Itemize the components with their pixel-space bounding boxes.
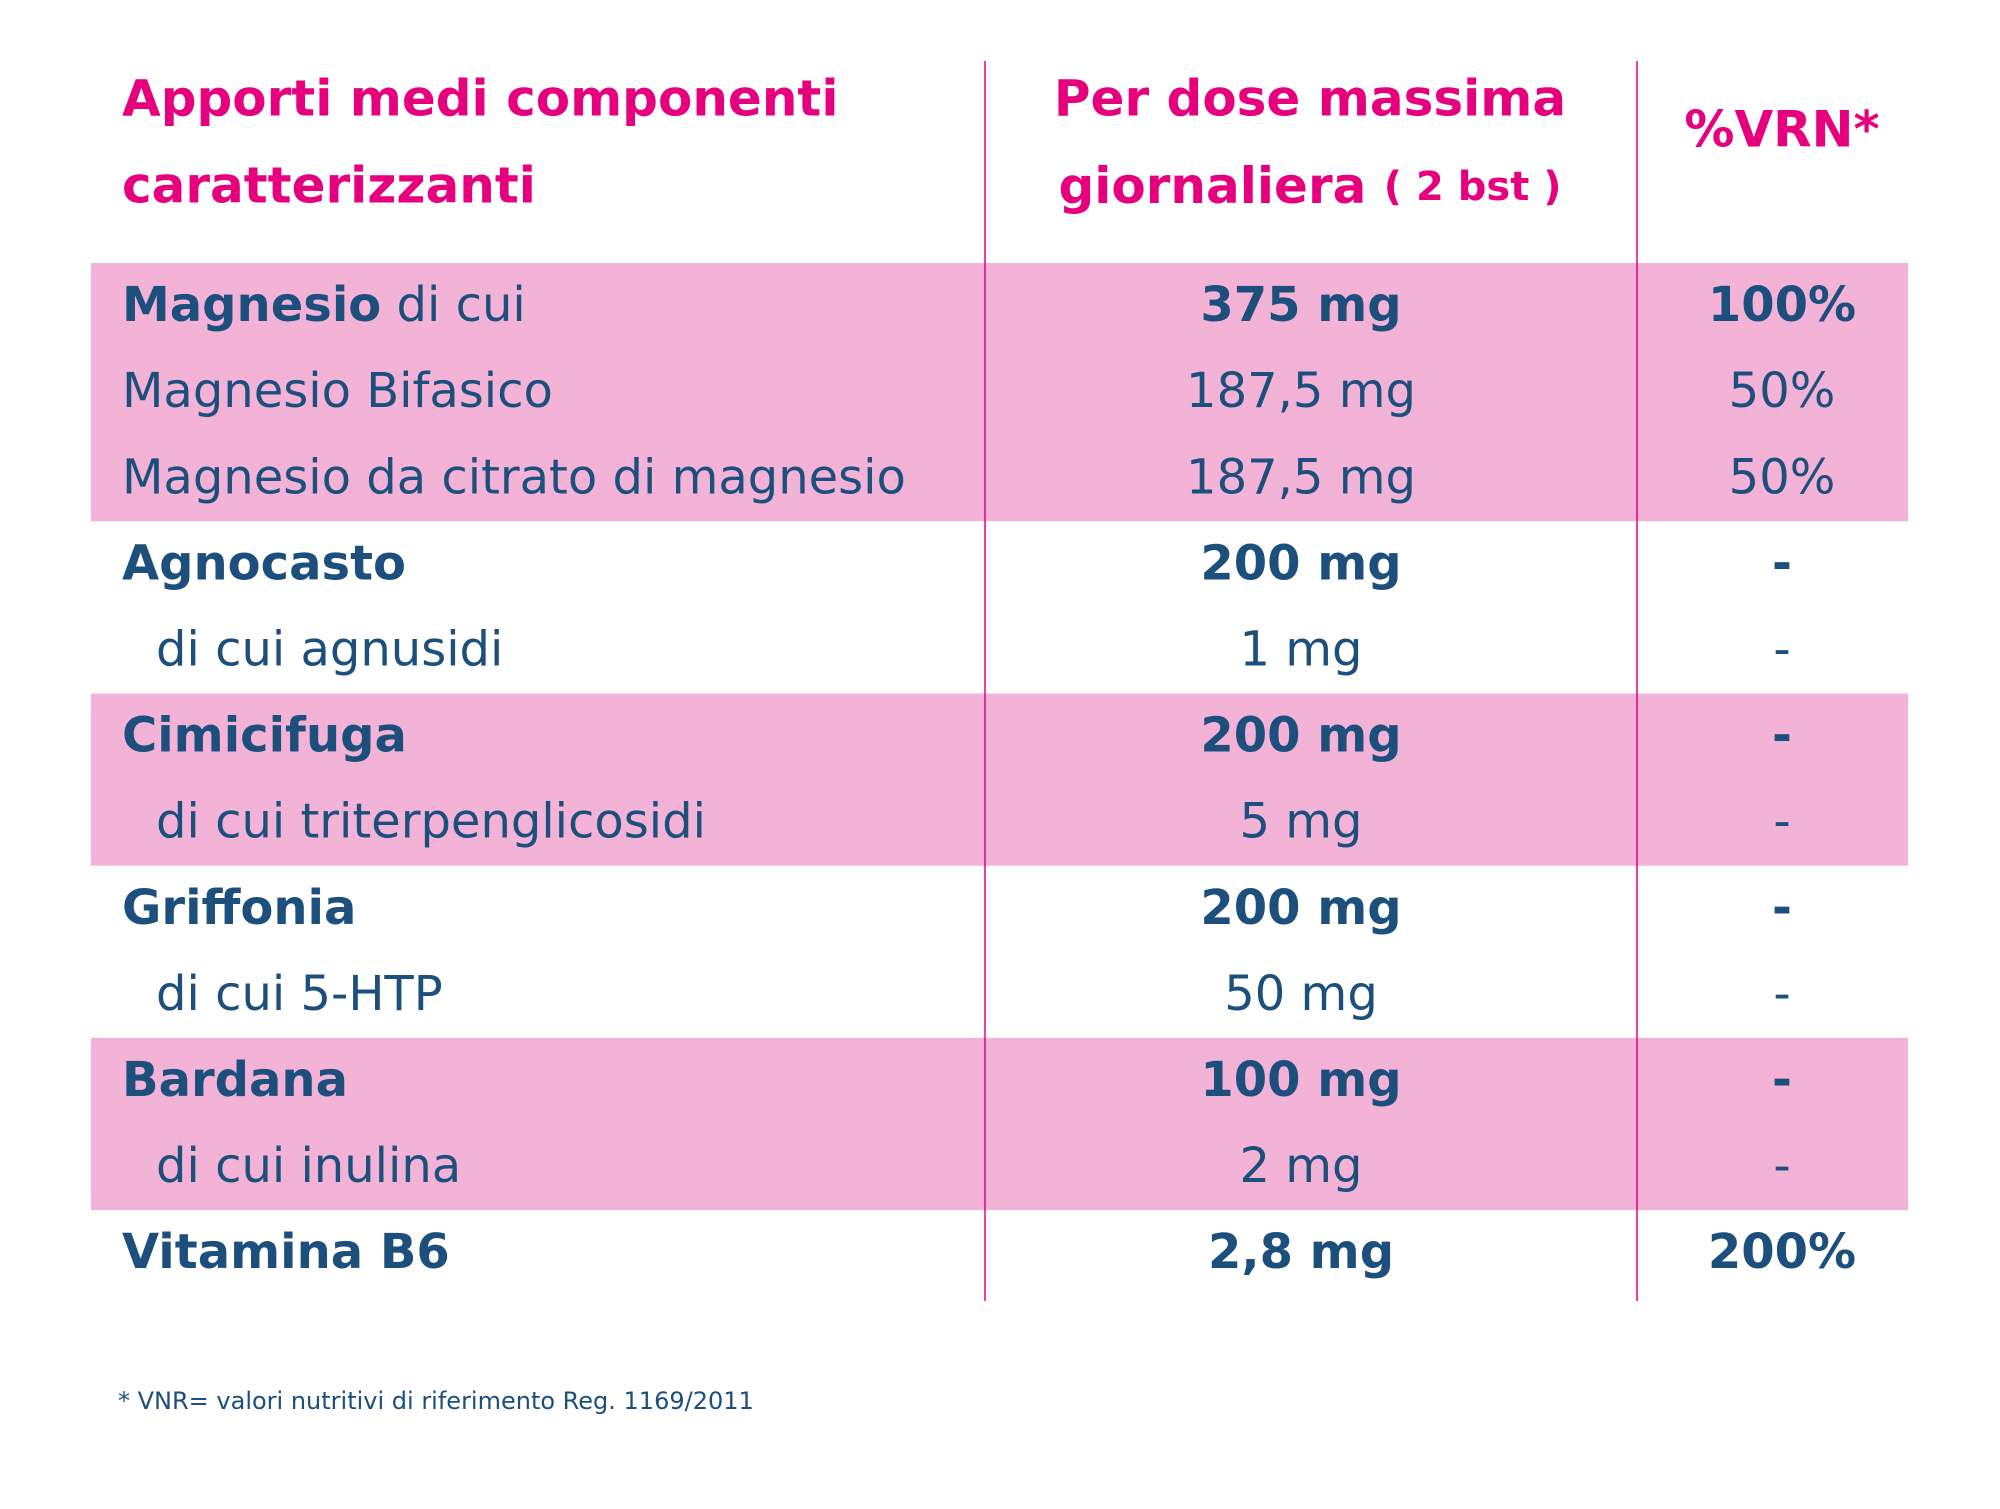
header-col3: %VRN*	[1684, 101, 1879, 159]
header-col1: caratterizzanti	[122, 157, 536, 215]
header-col2: giornaliera	[1058, 157, 1366, 215]
sub-component-name: di cui inulina	[156, 1138, 461, 1194]
sub-vrn: -	[1773, 1138, 1790, 1194]
component-suffix: di cui	[397, 277, 526, 333]
row-band	[91, 263, 1908, 522]
sub-component-name: di cui agnusidi	[156, 621, 503, 677]
component-name: Griffonia	[122, 880, 356, 936]
component-name: Cimicifuga	[122, 708, 407, 764]
component-name: Agnocasto	[122, 535, 406, 591]
sub-amount: 187,5 mg	[1186, 363, 1416, 419]
vrn: -	[1772, 880, 1792, 936]
component-name: Cimicifuga	[122, 708, 407, 764]
footnote: * VNR= valori nutritivi di riferimento R…	[118, 1387, 754, 1415]
header-col2: Per dose massima	[1054, 70, 1566, 128]
sub-amount: 2 mg	[1239, 1138, 1362, 1194]
amount: 2,8 mg	[1208, 1224, 1394, 1280]
amount: 200 mg	[1200, 535, 1401, 591]
sub-vrn: -	[1773, 966, 1790, 1022]
vrn: -	[1772, 708, 1792, 764]
sub-amount: 187,5 mg	[1186, 449, 1416, 505]
row-band	[91, 693, 1908, 866]
vrn: -	[1772, 535, 1792, 591]
sub-amount: 50 mg	[1224, 966, 1378, 1022]
row-band	[91, 1037, 1908, 1211]
component-name: Agnocasto	[122, 535, 406, 591]
component-name: Griffonia	[122, 880, 356, 936]
rows: Magnesio di cui 375 mg 100% Magnesio Bifasi…	[91, 263, 1908, 1280]
sub-component-name: di cui 5-HTP	[156, 966, 443, 1022]
sub-component-name: Magnesio Bifasico	[122, 363, 553, 419]
header-col1: Apporti medi componenti	[122, 70, 838, 128]
sub-vrn: 50%	[1729, 449, 1836, 505]
sub-component-name: Magnesio da citrato di magnesio	[122, 449, 906, 505]
amount: 200 mg	[1200, 708, 1401, 764]
component-name: Bardana	[122, 1052, 348, 1108]
sub-amount: 1 mg	[1239, 621, 1362, 677]
sub-vrn: -	[1773, 621, 1790, 677]
amount: 375 mg	[1200, 277, 1401, 333]
sub-vrn: 50%	[1729, 363, 1836, 419]
header-col2-note: ( 2 bst )	[1384, 164, 1562, 210]
vrn: 100%	[1708, 277, 1856, 333]
component-name: Magnesio di cui	[122, 277, 526, 333]
amount: 200 mg	[1200, 880, 1401, 936]
sub-amount: 5 mg	[1239, 794, 1362, 850]
vrn: 200%	[1708, 1224, 1856, 1280]
sub-vrn: -	[1773, 794, 1790, 850]
sub-component-name: di cui triterpenglicosidi	[156, 794, 706, 850]
amount: 100 mg	[1200, 1052, 1401, 1108]
component-name: Magnesio	[122, 277, 381, 333]
vrn: -	[1772, 1052, 1792, 1108]
component-name: Bardana	[122, 1052, 348, 1108]
component-name: Vitamina B6	[122, 1224, 450, 1280]
header-col2: giornaliera ( 2 bst )	[1058, 157, 1561, 215]
component-name: Vitamina B6	[122, 1224, 450, 1280]
